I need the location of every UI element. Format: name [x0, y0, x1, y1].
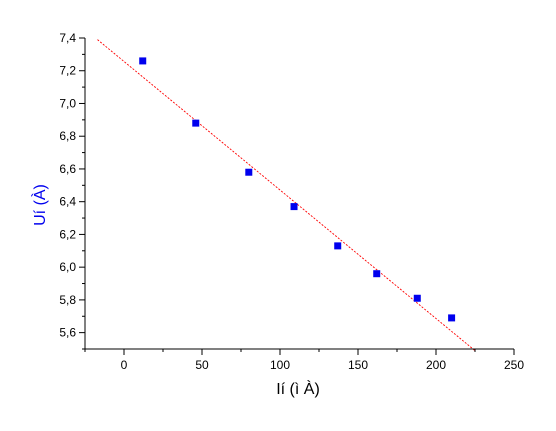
- x-tick-label: 0: [121, 358, 128, 372]
- fit-line: [97, 39, 476, 351]
- x-axis-title: Ií (ì À): [276, 379, 320, 398]
- data-point: [245, 168, 253, 176]
- data-point: [139, 57, 147, 65]
- y-tick-label: 6,0: [59, 260, 76, 274]
- data-point: [413, 294, 421, 302]
- y-axis-title: Uí (À): [30, 184, 49, 226]
- data-point: [448, 314, 456, 322]
- y-tick-label: 7,2: [59, 64, 76, 78]
- data-point: [290, 203, 298, 211]
- y-tick-label: 7,0: [59, 96, 76, 110]
- x-tick-label: 250: [504, 358, 524, 372]
- y-tick-label: 6,8: [59, 129, 76, 143]
- x-tick-label: 150: [348, 358, 368, 372]
- y-tick-label: 6,4: [59, 195, 76, 209]
- y-tick-label: 5,8: [59, 293, 76, 307]
- x-tick-label: 200: [426, 358, 446, 372]
- y-tick-label: 6,2: [59, 227, 76, 241]
- data-points: [139, 57, 456, 322]
- data-point: [373, 270, 381, 278]
- x-tick-label: 100: [270, 358, 290, 372]
- y-tick-label: 6,6: [59, 162, 76, 176]
- x-tick-label: 50: [195, 358, 209, 372]
- axis-ticks: [79, 37, 515, 355]
- data-point: [192, 119, 200, 127]
- data-point: [334, 242, 342, 250]
- y-tick-label: 5,6: [59, 326, 76, 340]
- y-tick-label: 7,4: [59, 31, 76, 45]
- tick-labels: 0 50 100 150 200 250 5,6 5,8 6,0 6,2 6,4 6,6 6,8 7,0 7…: [59, 31, 524, 372]
